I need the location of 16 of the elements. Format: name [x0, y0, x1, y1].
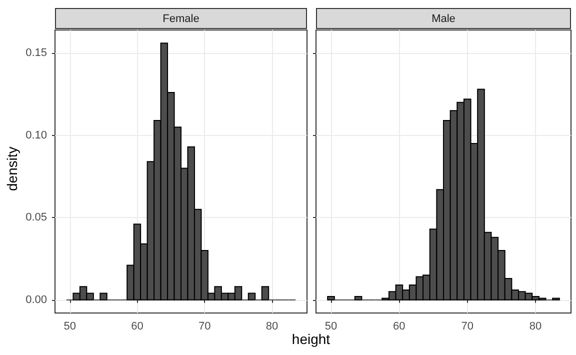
- x-tick-label: 80: [266, 320, 278, 332]
- x-axis-title: height: [290, 331, 332, 347]
- x-tick-label: 80: [529, 320, 542, 332]
- x-tick-label: 60: [131, 320, 144, 332]
- x-tick-label: 70: [198, 320, 211, 332]
- y-tick-label: 0.10: [26, 129, 47, 142]
- y-tick-label: 0.05: [26, 212, 47, 224]
- chart-title: Male: [316, 8, 571, 29]
- y-axis-title: density: [4, 146, 20, 191]
- chart-title: Female: [55, 8, 307, 29]
- x-tick-label: 50: [324, 320, 338, 332]
- y-tick-label: 0.00: [26, 294, 47, 306]
- x-tick-label: 50: [64, 320, 76, 332]
- y-tick-label: 0.15: [26, 47, 47, 60]
- x-tick-label: 70: [461, 320, 474, 332]
- x-tick-label: 60: [393, 320, 406, 332]
